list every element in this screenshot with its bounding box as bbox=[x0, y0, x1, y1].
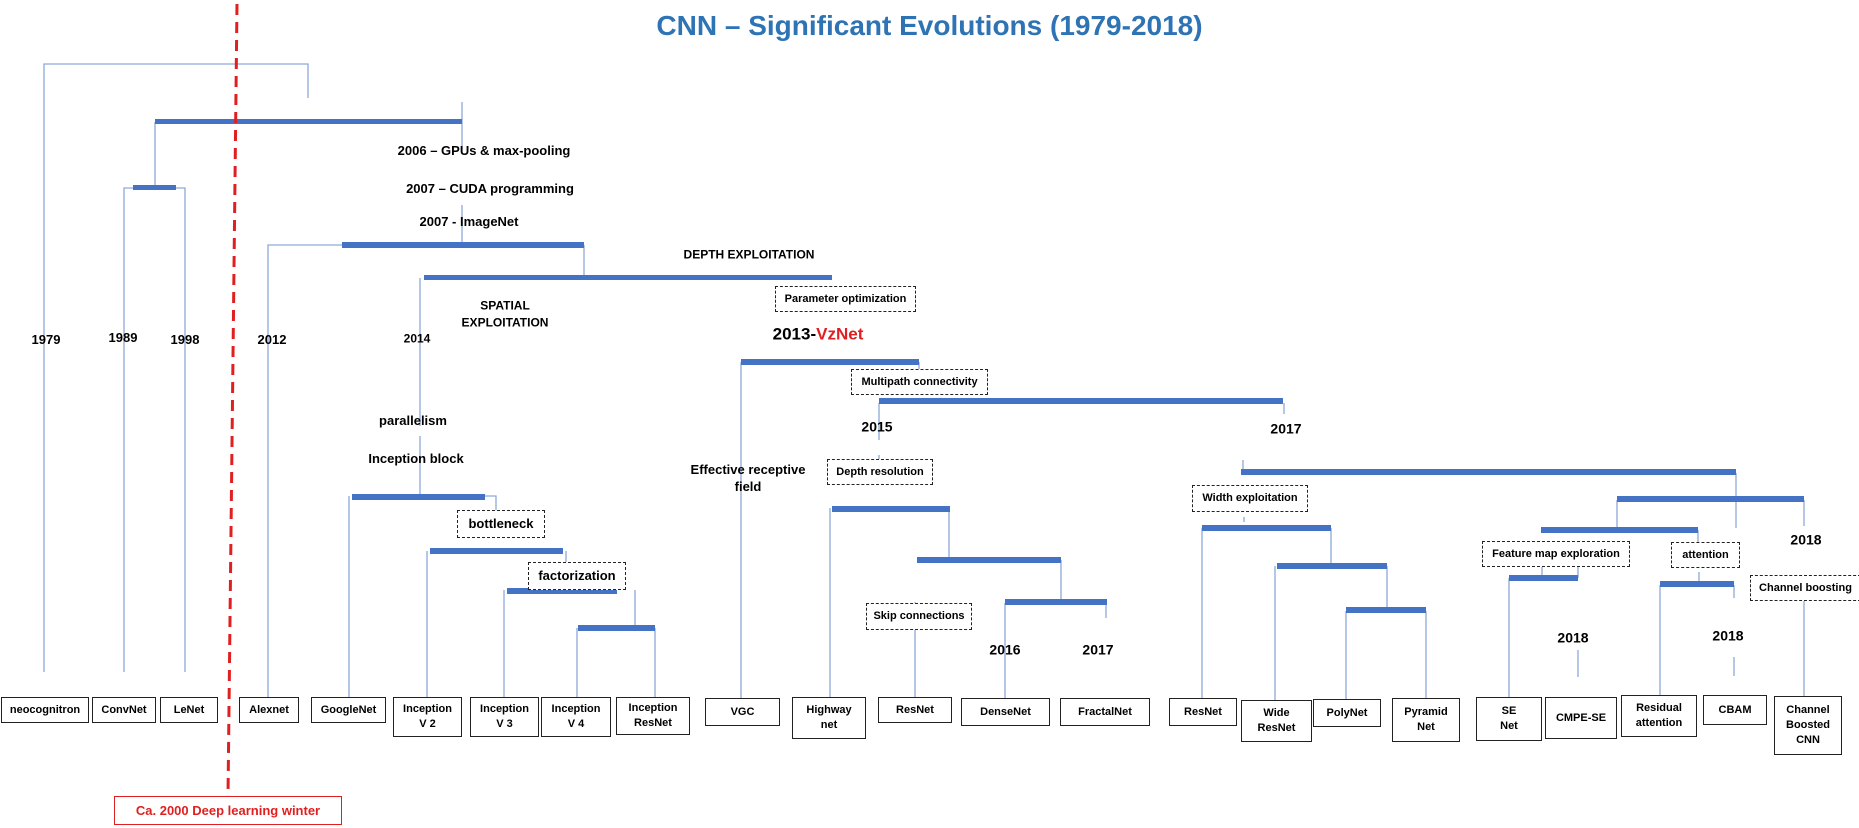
leaf-googlenet: GoogleNet bbox=[311, 697, 386, 723]
diagram-title: CNN – Significant Evolutions (1979-2018) bbox=[656, 10, 1203, 41]
deep-learning-winter-label: Ca. 2000 Deep learning winter bbox=[114, 796, 342, 825]
leaf-highway-net-line2: net bbox=[820, 719, 838, 731]
leaf-inception-v3-line2: V 3 bbox=[496, 718, 513, 730]
tag-channel-boosting: Channel boosting bbox=[1750, 575, 1859, 601]
vznet-name: VzNet bbox=[816, 324, 864, 344]
leaf-inception-resnet-line2: ResNet bbox=[634, 717, 672, 729]
leaf-densenet: DenseNet bbox=[961, 698, 1050, 726]
year-1998: 1998 bbox=[170, 331, 200, 347]
leaf-channel-boosted-cnn-line3: CNN bbox=[1796, 733, 1820, 746]
leaf-se-net-line2: Net bbox=[1500, 720, 1518, 732]
leaf-highway-net: Highway net bbox=[792, 697, 866, 739]
leaf-lenet: LeNet bbox=[160, 697, 218, 723]
leaf-inception-resnet-line1: Inception bbox=[628, 702, 678, 715]
leaf-pyramid-net: Pyramid Net bbox=[1392, 698, 1460, 742]
leaf-resnet: ResNet bbox=[878, 697, 952, 723]
leaf-cbam: CBAM bbox=[1703, 695, 1767, 725]
leaf-polynet: PolyNet bbox=[1313, 699, 1381, 727]
connector-bars bbox=[133, 119, 1804, 631]
leaf-residual-attention-line2: attention bbox=[1635, 717, 1683, 729]
leaf-se-net: SE Net bbox=[1476, 697, 1542, 741]
leaf-pyramid-net-line2: Net bbox=[1417, 721, 1435, 733]
label-depth-exploitation: DEPTH EXPLOITATION bbox=[683, 247, 815, 262]
winter-divider-line bbox=[226, 3, 239, 797]
year-2012: 2012 bbox=[257, 331, 287, 347]
year-2015: 2015 bbox=[861, 418, 893, 435]
tag-bottleneck: bottleneck bbox=[457, 510, 545, 538]
tag-parameter-optimization: Parameter optimization bbox=[775, 286, 916, 312]
leaf-inception-v2-line2: V 2 bbox=[419, 718, 436, 730]
label-parallelism: parallelism bbox=[379, 412, 447, 428]
leaf-channel-boosted-cnn-line1: Channel bbox=[1786, 704, 1830, 717]
year-2018-b: 2018 bbox=[1557, 629, 1589, 646]
leaf-inception-v3-line1: Inception bbox=[480, 703, 529, 716]
year-2016: 2016 bbox=[989, 641, 1021, 658]
leaf-wide-resnet-line1: Wide bbox=[1263, 707, 1290, 720]
tag-factorization: factorization bbox=[528, 562, 626, 590]
label-inception-block: Inception block bbox=[368, 450, 464, 466]
year-1989: 1989 bbox=[108, 329, 138, 345]
milestone-gpus: 2006 – GPUs & max-pooling bbox=[397, 142, 571, 158]
tag-multipath-connectivity: Multipath connectivity bbox=[851, 369, 988, 395]
leaf-inception-v4-line1: Inception bbox=[551, 703, 601, 716]
tag-feature-map-exploration: Feature map exploration bbox=[1482, 541, 1630, 567]
leaf-neocognitron: neocognitron bbox=[1, 697, 89, 723]
tag-attention: attention bbox=[1671, 542, 1740, 568]
leaf-highway-net-line1: Highway bbox=[806, 704, 852, 717]
year-2018-a: 2018 bbox=[1790, 531, 1822, 548]
leaf-inception-v2: Inception V 2 bbox=[393, 697, 462, 737]
leaf-vgc: VGC bbox=[705, 698, 780, 726]
leaf-cmpe-se: CMPE-SE bbox=[1545, 697, 1617, 739]
label-field: field bbox=[734, 478, 762, 494]
tag-width-exploitation: Width exploitation bbox=[1192, 485, 1308, 512]
label-spatial: SPATIAL bbox=[480, 298, 530, 313]
leaf-se-net-line1: SE bbox=[1501, 705, 1517, 718]
leaf-inception-resnet: Inception ResNet bbox=[616, 697, 690, 735]
label-effective-receptive: Effective receptive bbox=[690, 461, 806, 477]
leaf-alexnet: Alexnet bbox=[239, 697, 299, 723]
leaf-residual-attention: Residual attention bbox=[1621, 695, 1697, 737]
connector-lines bbox=[43, 63, 1805, 726]
leaf-wide-resnet-line2: ResNet bbox=[1257, 722, 1296, 734]
leaf-wide-resnet: Wide ResNet bbox=[1241, 700, 1312, 742]
tag-depth-resolution: Depth resolution bbox=[827, 459, 933, 485]
vznet-year: 2013- bbox=[772, 324, 817, 344]
leaf-inception-v3: Inception V 3 bbox=[470, 697, 539, 737]
milestone-imagenet: 2007 - ImageNet bbox=[419, 213, 519, 229]
leaf-inception-v2-line1: Inception bbox=[403, 703, 452, 716]
leaf-pyramid-net-line1: Pyramid bbox=[1404, 706, 1448, 719]
label-vznet: 2013-VzNet bbox=[773, 323, 864, 344]
year-1979: 1979 bbox=[31, 331, 61, 347]
leaf-resnet-2: ResNet bbox=[1169, 698, 1237, 726]
leaf-channel-boosted-cnn: Channel Boosted CNN bbox=[1774, 696, 1842, 755]
leaf-channel-boosted-cnn-line2: Boosted bbox=[1786, 719, 1830, 732]
leaf-fractalnet: FractalNet bbox=[1060, 698, 1150, 726]
milestone-cuda: 2007 – CUDA programming bbox=[406, 180, 574, 196]
leaf-inception-v4: Inception V 4 bbox=[541, 697, 611, 737]
leaf-convnet: ConvNet bbox=[92, 697, 156, 723]
year-2017-a: 2017 bbox=[1270, 420, 1302, 437]
tag-skip-connections: Skip connections bbox=[866, 603, 972, 630]
leaf-inception-v4-line2: V 4 bbox=[567, 718, 585, 730]
year-2017-b: 2017 bbox=[1082, 641, 1114, 658]
label-exploitation: EXPLOITATION bbox=[461, 315, 549, 330]
year-2018-c: 2018 bbox=[1712, 627, 1744, 644]
year-2014: 2014 bbox=[403, 331, 431, 346]
leaf-residual-attention-line1: Residual bbox=[1636, 702, 1682, 715]
